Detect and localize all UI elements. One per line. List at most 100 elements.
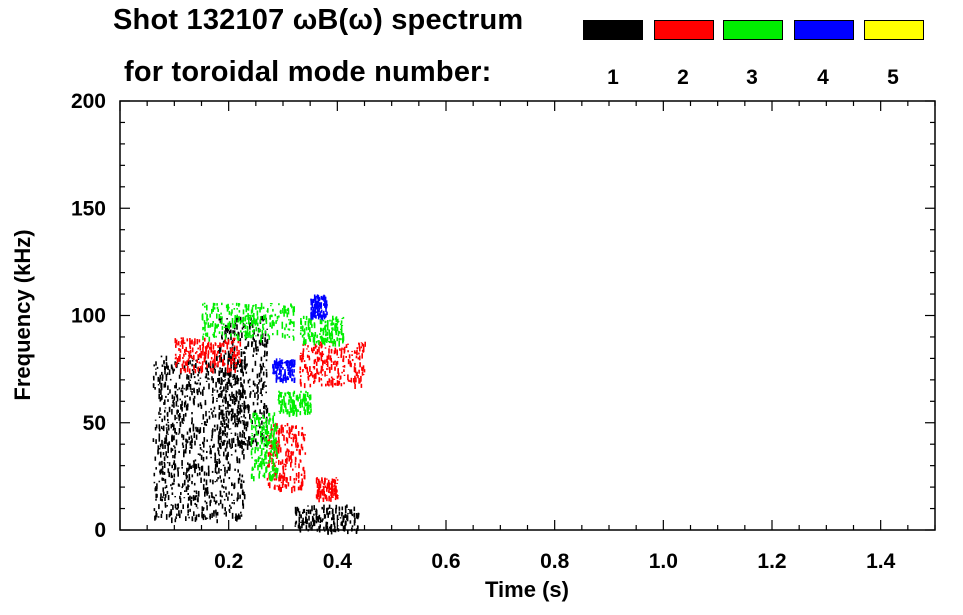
point-n=1-0-787 (194, 495, 197, 501)
point-n=3-1-161 (262, 435, 264, 437)
point-n=1-0-640 (171, 422, 174, 427)
point-n=3-0-202 (274, 313, 277, 317)
point-n=1-0-790 (228, 509, 231, 512)
point-n=1-1-407 (261, 420, 263, 425)
point-n=1-0-700 (171, 367, 174, 371)
point-n=1-0-785 (173, 445, 175, 447)
point-n=1-0-617 (199, 382, 201, 386)
point-n=1-0-435 (175, 401, 178, 407)
point-n=2-2-119 (301, 353, 304, 359)
point-n=1-0-88 (243, 494, 246, 500)
point-n=1-0-398 (155, 368, 157, 370)
point-n=3-0-93 (258, 328, 260, 333)
point-n=1-1-93 (240, 349, 243, 350)
point-n=3-0-187 (217, 323, 219, 327)
point-n=1-1-405 (252, 380, 255, 386)
y-tick-label-200: 200 (71, 90, 106, 113)
point-n=2-1-190 (294, 433, 296, 440)
point-n=1-0-494 (187, 375, 190, 380)
point-n=3-1-159 (252, 413, 254, 418)
point-n=3-2-35 (280, 408, 283, 412)
point-n=1-1-203 (244, 368, 246, 371)
point-n=3-0-66 (237, 335, 240, 341)
point-n=2-3-0 (323, 491, 325, 497)
point-n=1-0-339 (158, 436, 161, 442)
point-n=3-2-124 (309, 396, 312, 399)
point-n=1-0-426 (172, 429, 175, 431)
point-n=1-1-118 (242, 371, 244, 377)
point-n=2-1-119 (281, 474, 283, 479)
point-n=2-1-194 (297, 475, 300, 479)
point-n=3-3-107 (331, 333, 334, 340)
point-n=1-1-112 (253, 338, 255, 342)
point-n=1-0-859 (231, 438, 233, 443)
point-n=1-1-333 (245, 363, 247, 369)
point-n=2-0-147 (217, 361, 219, 368)
point-n=1-0-828 (218, 467, 220, 474)
point-n=1-0-813 (174, 390, 177, 396)
point-n=3-1-15 (268, 440, 271, 444)
point-n=2-0-78 (199, 348, 202, 351)
point-n=1-0-748 (174, 518, 177, 523)
point-n=1-0-145 (168, 471, 170, 478)
point-n=1-0-791 (193, 460, 195, 466)
point-n=4-1-76 (315, 306, 318, 308)
point-n=1-1-206 (223, 440, 225, 446)
point-n=3-2-109 (279, 392, 281, 397)
point-n=1-2-40 (347, 529, 349, 535)
point-n=1-0-823 (189, 360, 191, 365)
point-n=1-0-865 (189, 427, 191, 433)
point-n=2-0-90 (229, 365, 232, 367)
point-n=2-1-140 (290, 455, 292, 460)
point-n=2-1-197 (293, 485, 296, 492)
point-n=3-1-124 (260, 463, 263, 470)
point-n=1-0-596 (170, 509, 172, 512)
point-n=3-2-6 (302, 393, 305, 399)
point-n=2-1-38 (300, 481, 303, 486)
point-n=4-0-16 (291, 371, 294, 376)
point-n=1-1-269 (263, 404, 266, 408)
point-n=4-1-92 (322, 295, 325, 300)
point-n=2-2-118 (333, 361, 335, 363)
point-n=1-1-219 (224, 398, 227, 403)
point-n=3-1-108 (276, 425, 279, 429)
point-n=1-0-807 (222, 486, 225, 489)
point-n=2-0-136 (236, 345, 238, 349)
point-n=2-1-62 (271, 457, 273, 463)
point-n=2-1-65 (289, 476, 292, 481)
point-n=1-0-58 (243, 379, 245, 384)
x-tick-label-0.6: 0.6 (431, 550, 460, 573)
point-n=2-0-180 (191, 355, 193, 359)
point-n=1-2-21 (294, 523, 297, 525)
point-n=3-1-137 (264, 437, 266, 442)
point-n=2-0-148 (202, 347, 204, 352)
point-n=3-3-137 (307, 332, 310, 337)
point-n=3-0-163 (201, 316, 204, 321)
point-n=1-0-427 (167, 365, 169, 370)
point-n=2-2-43 (336, 380, 339, 386)
point-n=2-3-89 (335, 490, 337, 496)
point-n=1-2-135 (307, 509, 310, 514)
point-n=1-1-282 (220, 390, 222, 393)
point-n=3-0-168 (292, 311, 295, 316)
point-n=3-3-103 (311, 323, 313, 326)
point-n=2-2-229 (360, 346, 362, 349)
point-n=1-0-795 (200, 391, 202, 395)
point-n=1-1-49 (227, 328, 230, 332)
point-n=1-1-120 (220, 382, 222, 386)
point-n=1-0-129 (178, 450, 180, 453)
point-n=2-0-171 (186, 350, 189, 353)
point-n=1-0-831 (227, 418, 230, 424)
point-n=1-1-88 (231, 443, 233, 448)
point-n=1-1-339 (223, 426, 226, 429)
point-n=1-1-367 (233, 384, 235, 386)
point-n=1-0-477 (179, 413, 181, 419)
point-n=1-0-404 (195, 514, 198, 521)
point-n=1-0-858 (183, 471, 185, 475)
point-n=1-0-483 (183, 480, 186, 486)
point-n=1-0-237 (194, 459, 197, 462)
point-n=1-0-7 (184, 490, 186, 492)
point-n=1-1-413 (266, 407, 269, 413)
point-n=4-1-99 (323, 310, 325, 315)
point-n=1-2-35 (327, 512, 329, 518)
